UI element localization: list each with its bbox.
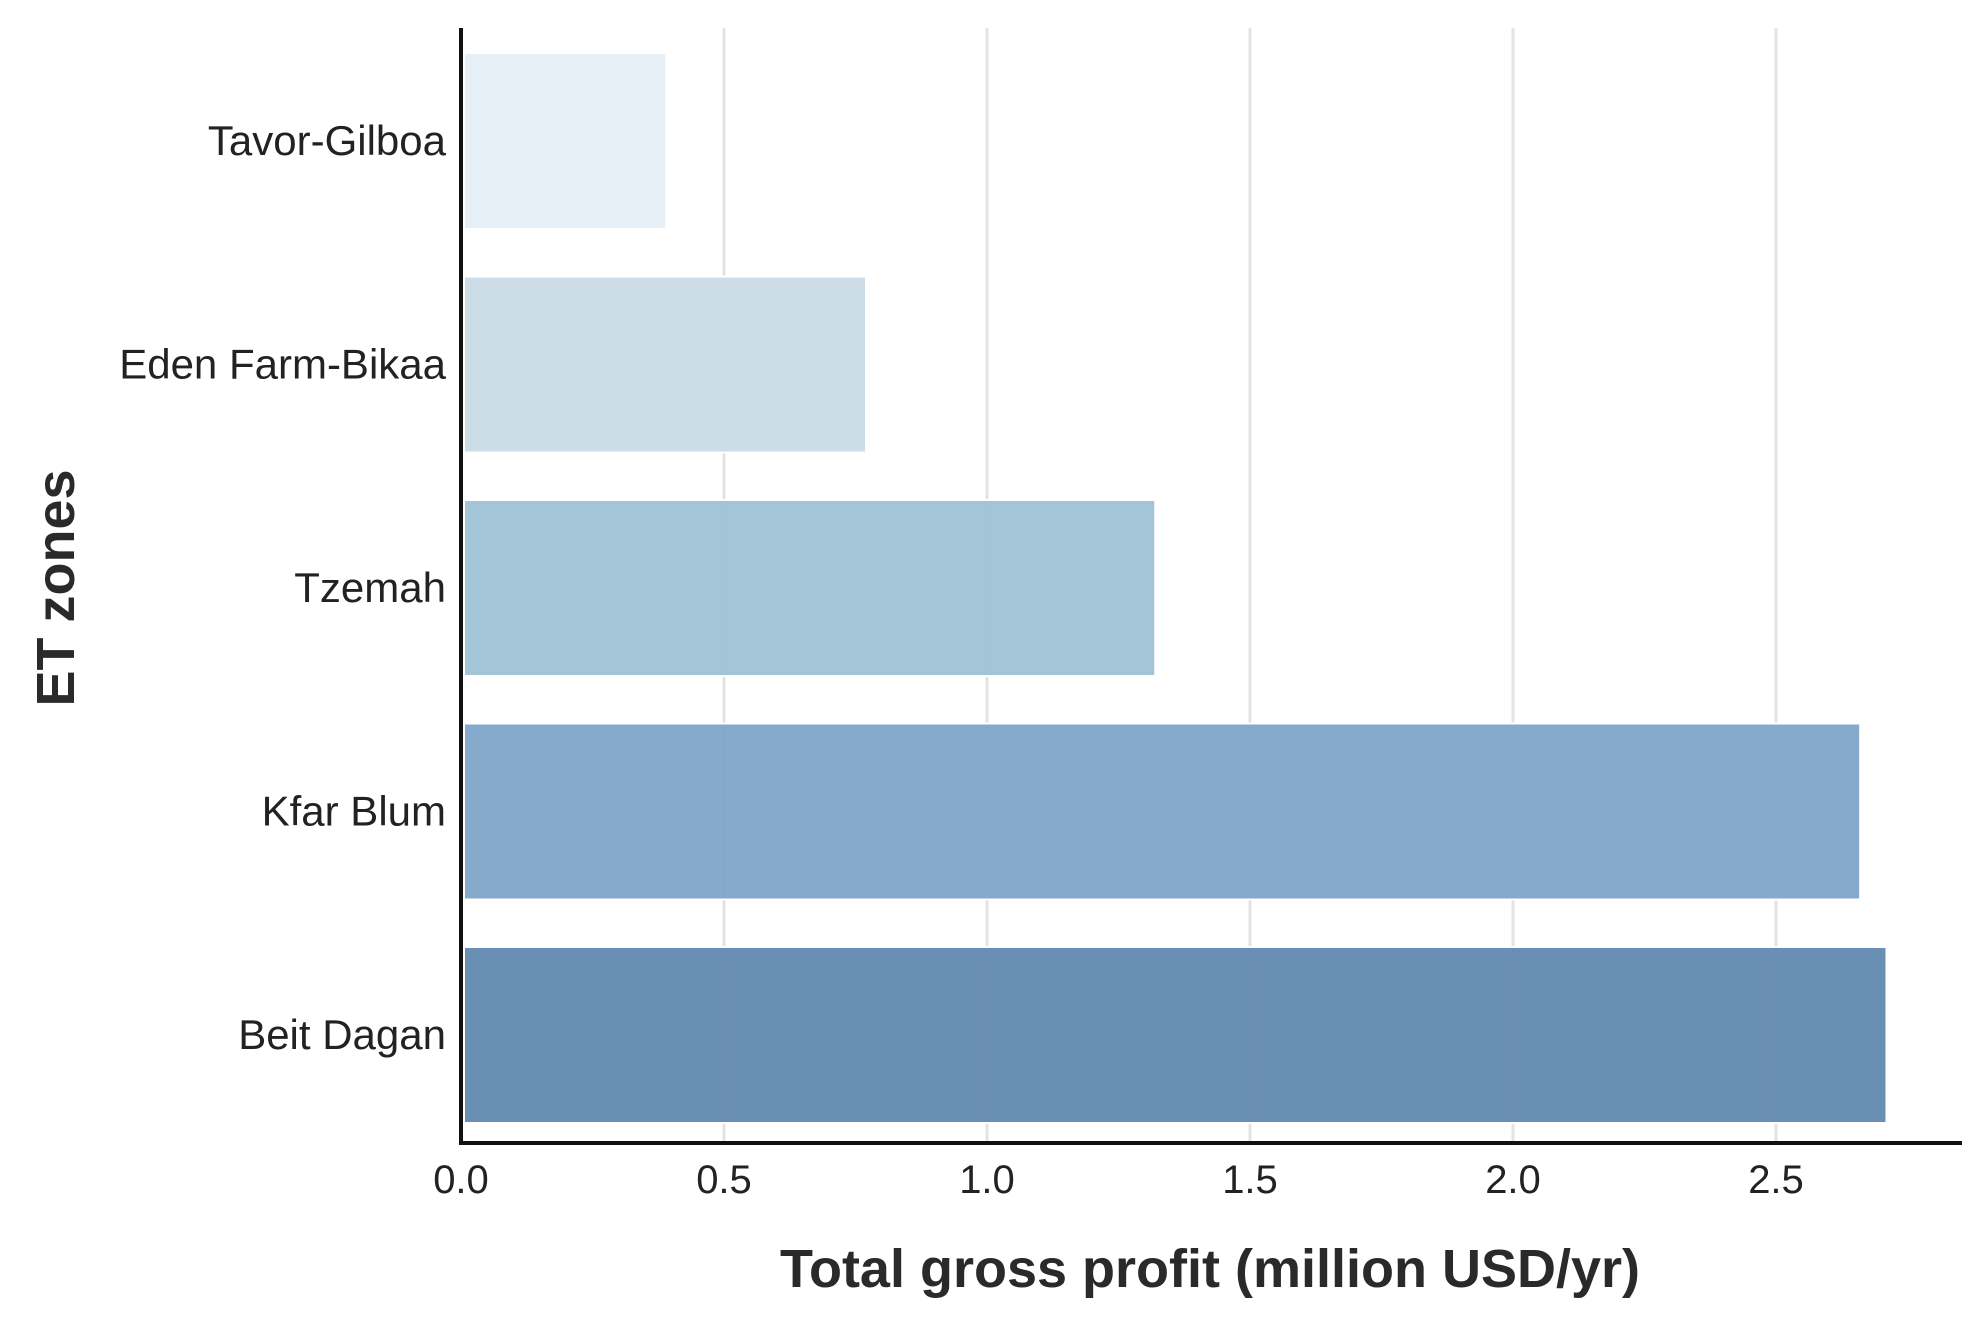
category-label: Beit Dagan [238, 1011, 446, 1058]
x-tick-labels: 0.0 0.5 1.0 1.5 2.0 2.5 [433, 1158, 1804, 1202]
y-axis-title: ET zones [26, 469, 86, 706]
bar-kfar-blum [463, 722, 1862, 901]
bars [463, 52, 1888, 1124]
x-tick-label: 1.5 [1222, 1158, 1278, 1202]
x-tick-label: 0.0 [433, 1158, 489, 1202]
axes [459, 28, 1962, 1145]
bar-tavor-gilboa [463, 52, 668, 230]
category-label: Tavor-Gilboa [208, 117, 447, 164]
x-tick-label: 0.5 [696, 1158, 752, 1202]
category-labels: Tavor-Gilboa Eden Farm-Bikaa Tzemah Kfar Bl… [119, 117, 446, 1058]
category-label: Kfar Blum [262, 788, 446, 835]
x-axis-title: Total gross profit (million USD/yr) [780, 1239, 1640, 1299]
bar-tzemah [463, 499, 1157, 677]
category-label: Tzemah [294, 564, 446, 611]
bar-beit-dagan [463, 946, 1888, 1124]
x-tick-label: 1.0 [959, 1158, 1015, 1202]
x-tick-label: 2.0 [1485, 1158, 1541, 1202]
category-label: Eden Farm-Bikaa [119, 341, 446, 388]
x-tick-label: 2.5 [1748, 1158, 1804, 1202]
bar-eden-farm-bikaa [463, 275, 868, 454]
